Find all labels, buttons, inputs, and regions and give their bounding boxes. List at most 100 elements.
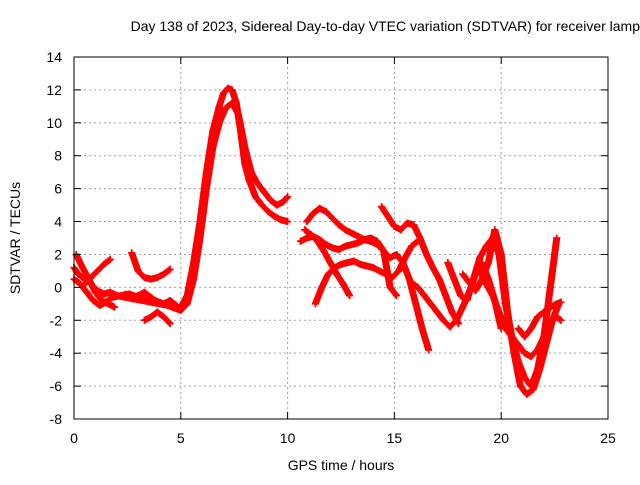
y-tick-label: 4	[54, 214, 62, 230]
data-point	[140, 316, 148, 324]
data-point	[106, 255, 114, 263]
data-point	[106, 288, 114, 296]
y-tick-label: 0	[54, 279, 62, 295]
data-point	[397, 226, 405, 234]
data-point	[87, 273, 95, 281]
data-point	[448, 308, 456, 316]
data-point	[153, 308, 161, 316]
data-point	[354, 239, 362, 247]
data-point	[166, 297, 174, 305]
y-axis-label: SDTVAR / TECUs	[7, 182, 23, 294]
x-tick-label: 20	[493, 430, 509, 446]
data-point	[324, 270, 332, 278]
data-point	[309, 232, 317, 240]
data-point	[395, 267, 403, 275]
data-point	[393, 292, 401, 300]
data-point	[346, 292, 354, 300]
data-point	[484, 275, 492, 283]
data-point	[514, 325, 522, 332]
data-point	[322, 241, 330, 249]
data-point	[510, 349, 518, 357]
data-point	[442, 292, 450, 300]
data-point	[117, 292, 125, 300]
data-point	[516, 382, 524, 390]
data-point	[429, 264, 437, 272]
data-point	[339, 280, 347, 288]
data-point	[320, 247, 328, 255]
data-point	[557, 298, 565, 306]
data-point	[386, 283, 394, 291]
data-point	[245, 176, 253, 184]
data-point	[254, 180, 262, 188]
data-point	[128, 295, 136, 303]
data-point	[403, 219, 411, 227]
series-track-9	[301, 226, 354, 300]
data-point	[354, 232, 362, 240]
data-point	[508, 333, 516, 341]
data-point	[523, 390, 531, 398]
x-tick-label: 10	[280, 430, 296, 446]
data-point	[412, 300, 420, 308]
data-point	[91, 288, 99, 296]
data-point	[252, 193, 260, 201]
data-point	[341, 226, 349, 234]
data-point	[450, 275, 458, 283]
data-point	[260, 188, 268, 196]
data-point	[331, 264, 339, 272]
grid-layer	[74, 57, 608, 419]
data-point	[74, 270, 82, 278]
series-track-17	[407, 259, 505, 332]
data-point	[491, 297, 499, 305]
data-point	[147, 293, 155, 301]
data-point	[93, 267, 101, 275]
y-tick-label: 8	[54, 148, 62, 164]
data-point	[322, 208, 330, 216]
data-point	[427, 300, 435, 308]
series-track-11	[378, 203, 462, 328]
data-point	[540, 333, 548, 341]
data-point	[100, 290, 108, 298]
data-point	[209, 144, 217, 151]
data-point	[348, 229, 356, 237]
series-track-16	[514, 298, 565, 341]
data-point	[380, 247, 388, 255]
data-point	[410, 221, 418, 229]
data-point	[147, 313, 155, 321]
data-point	[414, 283, 422, 291]
data-point	[553, 313, 561, 321]
series-track-5	[128, 249, 174, 283]
data-point	[497, 325, 505, 332]
y-tick-label: 6	[54, 181, 62, 197]
data-point	[521, 349, 529, 357]
data-point	[446, 323, 454, 331]
data-point	[557, 316, 565, 324]
data-point	[153, 298, 161, 306]
data-point	[407, 278, 415, 286]
data-point	[341, 242, 349, 250]
data-point	[166, 265, 174, 273]
data-point	[433, 308, 441, 316]
x-tick-label: 15	[387, 430, 403, 446]
x-axis-label: GPS time / hours	[288, 457, 395, 473]
data-point	[81, 280, 89, 288]
data-point	[134, 292, 142, 300]
data-point	[343, 259, 351, 267]
data-point	[316, 236, 324, 244]
data-point	[153, 273, 161, 281]
data-point	[264, 208, 272, 216]
data-point	[271, 213, 279, 221]
data-point	[459, 270, 467, 278]
data-point	[476, 254, 484, 262]
data-point	[542, 341, 550, 349]
y-tick-label: -4	[50, 345, 63, 361]
x-tick-label: 0	[70, 430, 78, 446]
data-point	[540, 308, 548, 316]
data-point	[418, 325, 426, 332]
data-point	[296, 237, 304, 245]
y-tick-label: -2	[50, 312, 63, 328]
chart-title: Day 138 of 2023, Sidereal Day-to-day VTE…	[131, 18, 640, 34]
data-point	[534, 346, 542, 354]
data-point	[378, 203, 386, 211]
data-point	[183, 300, 191, 308]
